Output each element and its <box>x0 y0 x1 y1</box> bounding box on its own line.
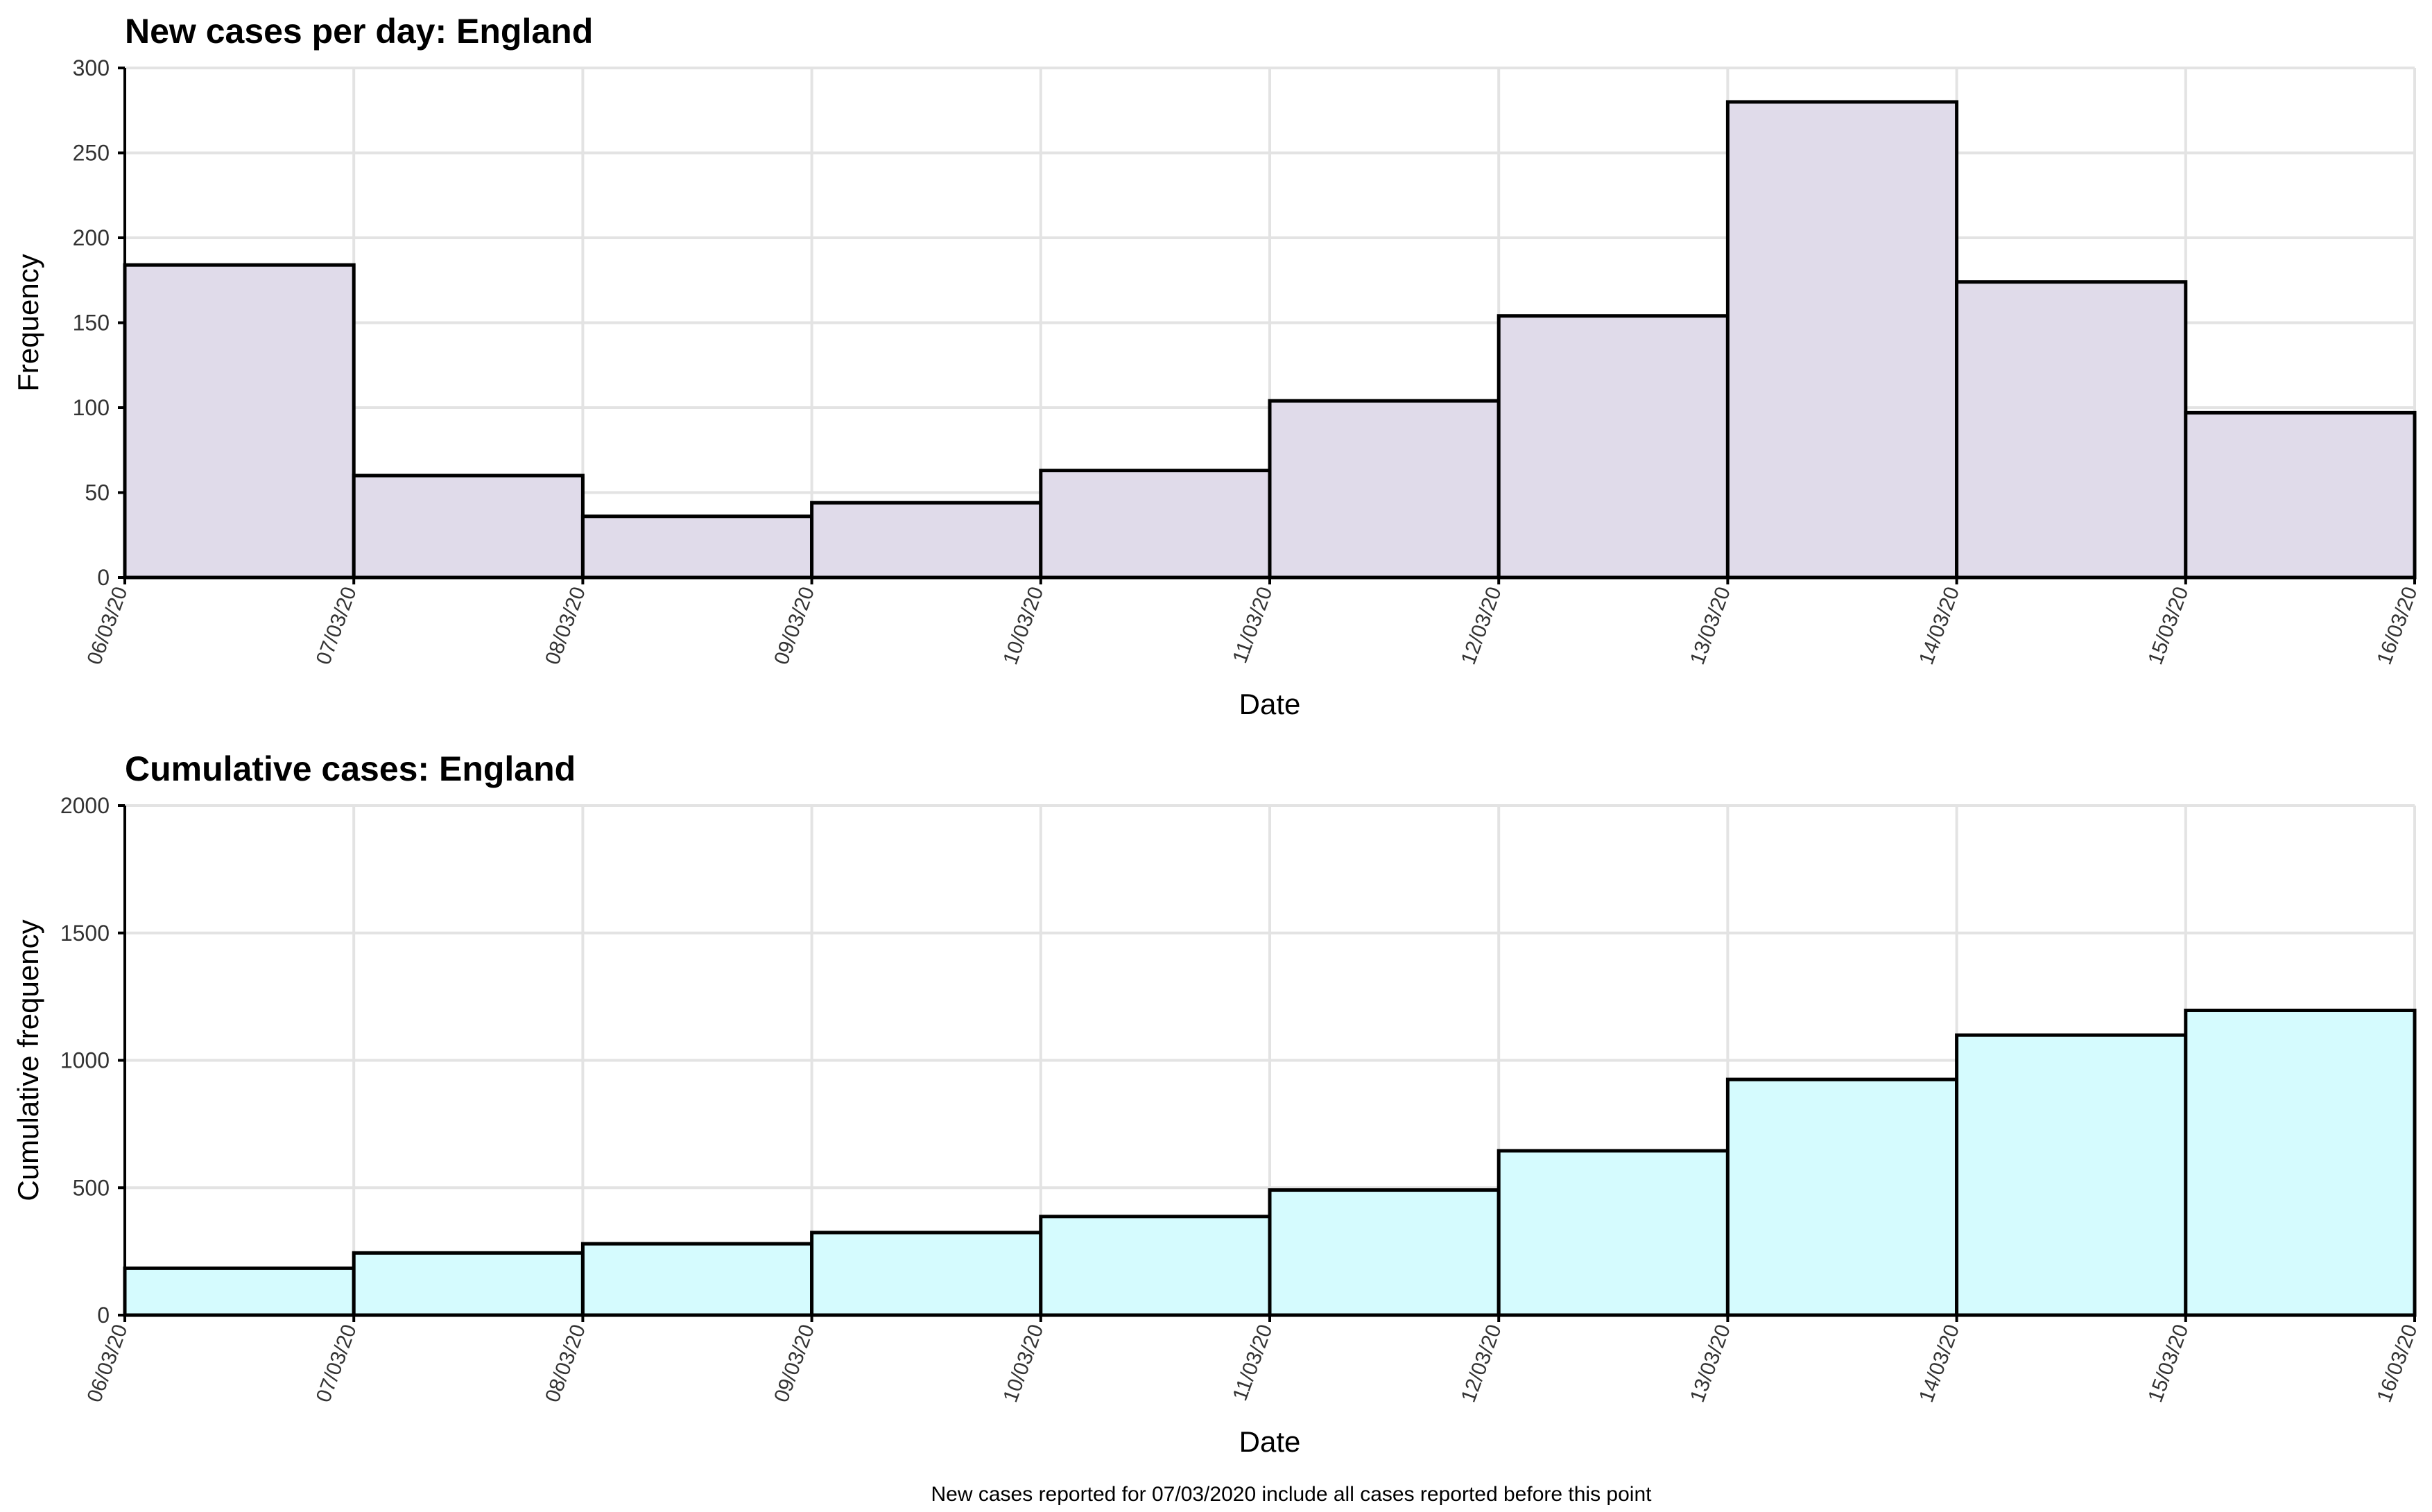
x-tick-label: 13/03/20 <box>1686 1321 1735 1405</box>
x-axis-label: Date <box>1239 688 1301 720</box>
y-tick-label: 1000 <box>60 1048 110 1073</box>
y-tick-label: 100 <box>73 395 110 420</box>
x-tick-label: 07/03/20 <box>312 584 361 668</box>
x-tick-label: 11/03/20 <box>1228 1321 1277 1404</box>
y-tick-label: 0 <box>97 1303 110 1328</box>
x-tick-label: 09/03/20 <box>770 1321 819 1405</box>
bar <box>810 501 1043 580</box>
x-axis-label: Date <box>1239 1425 1301 1458</box>
bar <box>580 1242 814 1317</box>
chart-caption: New cases reported for 07/03/2020 includ… <box>931 1483 1653 1506</box>
bar <box>123 263 356 580</box>
bar <box>2184 1008 2417 1317</box>
bar <box>352 1251 585 1317</box>
y-tick-label: 1500 <box>60 921 110 946</box>
x-tick-label: 12/03/20 <box>1457 584 1506 668</box>
y-tick-label: 200 <box>73 225 110 250</box>
x-tick-label: 14/03/20 <box>1915 1321 1964 1405</box>
bar <box>1039 1215 1272 1317</box>
x-tick-label: 10/03/20 <box>999 584 1048 668</box>
bar <box>352 473 585 580</box>
bar <box>1039 469 1272 580</box>
chart-panel-new-cases: New cases per day: England 0 50 100 150 200 25… <box>12 12 2422 720</box>
x-tick-label: 16/03/20 <box>2373 584 2422 668</box>
bar <box>1268 399 1501 580</box>
y-axis-label: Cumulative frequency <box>12 919 44 1201</box>
bar <box>1955 280 2188 580</box>
bar <box>123 1266 356 1317</box>
x-tick-label: 13/03/20 <box>1686 584 1735 668</box>
x-tick-label: 16/03/20 <box>2373 1321 2422 1405</box>
y-tick-label: 0 <box>97 565 110 590</box>
y-tick-label: 2000 <box>60 793 110 818</box>
bar <box>1955 1033 2188 1317</box>
chart-panel-cumulative-cases: Cumulative cases: England 0 500 1000 1500 200… <box>12 749 2422 1458</box>
y-tick-label: 500 <box>73 1175 110 1200</box>
x-tick-label: 10/03/20 <box>999 1321 1048 1405</box>
bar <box>1725 100 1959 580</box>
chart-title: Cumulative cases: England <box>125 749 576 788</box>
x-tick-label: 12/03/20 <box>1457 1321 1506 1405</box>
bar <box>1497 314 1730 580</box>
x-tick-label: 15/03/20 <box>2144 584 2193 668</box>
x-tick-label: 11/03/20 <box>1228 584 1277 666</box>
bar <box>810 1231 1043 1317</box>
x-tick-label: 15/03/20 <box>2144 1321 2193 1405</box>
y-tick-label: 300 <box>73 55 110 80</box>
x-tick-label: 06/03/20 <box>83 584 132 668</box>
bar <box>580 514 814 580</box>
y-tick-label: 150 <box>73 311 110 336</box>
x-tick-label: 08/03/20 <box>541 584 590 668</box>
x-tick-label: 14/03/20 <box>1915 584 1964 668</box>
bar <box>1497 1149 1730 1317</box>
y-tick-label: 250 <box>73 141 110 166</box>
x-tick-label: 06/03/20 <box>83 1321 132 1405</box>
bar <box>1268 1188 1501 1317</box>
bar <box>2184 410 2417 580</box>
y-axis-label: Frequency <box>12 254 44 391</box>
bar <box>1725 1077 1959 1317</box>
x-tick-label: 08/03/20 <box>541 1321 590 1405</box>
y-tick-label: 50 <box>85 480 110 505</box>
chart-title: New cases per day: England <box>125 12 593 51</box>
x-tick-label: 09/03/20 <box>770 584 819 668</box>
x-tick-label: 07/03/20 <box>312 1321 361 1405</box>
